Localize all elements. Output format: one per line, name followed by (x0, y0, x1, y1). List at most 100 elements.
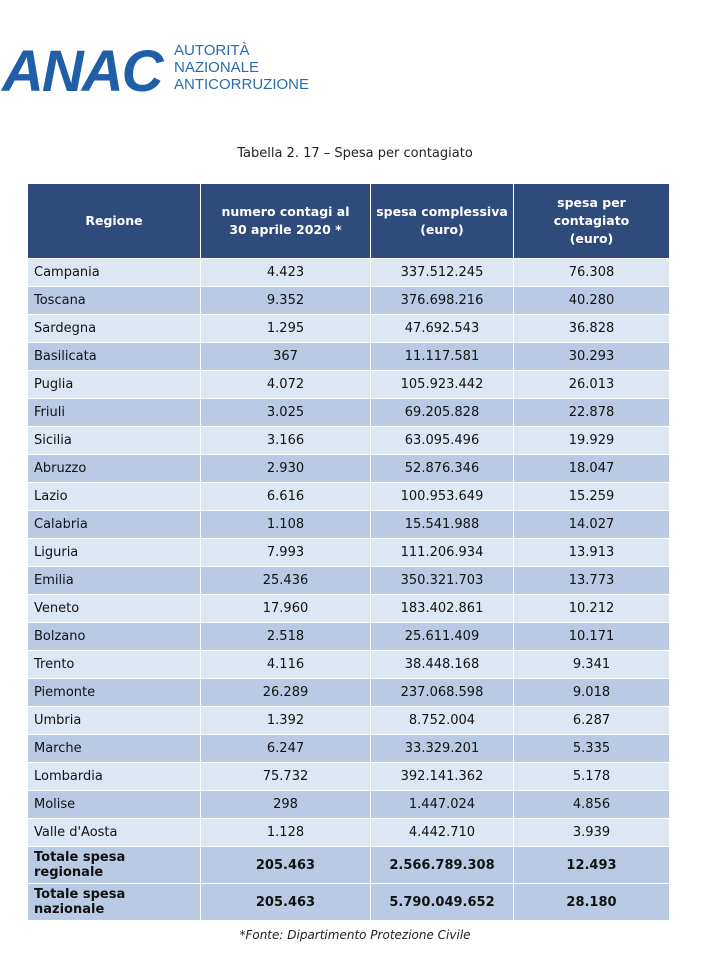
cell: Puglia (27, 370, 201, 399)
cell: Sardegna (27, 314, 201, 343)
cell: 1.128 (200, 818, 371, 847)
cell: 26.289 (200, 678, 371, 707)
cell: 4.423 (200, 258, 371, 287)
cell: 17.960 (200, 594, 371, 623)
cell: 337.512.245 (370, 258, 514, 287)
table-row: Campania 4.423 337.512.245 76.308 (27, 258, 670, 287)
caption: Tabella 2. 17 – Spesa per contagiato (237, 146, 473, 161)
table-row: Lombardia 75.732 392.141.362 5.178 (27, 762, 670, 791)
table-row: Puglia 4.072 105.923.442 26.013 (27, 370, 670, 399)
header-line: contagiato (553, 213, 630, 228)
cell: 9.352 (200, 286, 371, 315)
cell: 367 (200, 342, 371, 371)
table-row: Umbria 1.392 8.752.004 6.287 (27, 706, 670, 735)
cell: Marche (27, 734, 201, 763)
cell: 4.442.710 (370, 818, 514, 847)
cell: 13.913 (513, 538, 670, 567)
cell: 7.993 (200, 538, 371, 567)
table-row: Toscana 9.352 376.698.216 40.280 (27, 286, 670, 315)
table-row: Sardegna 1.295 47.692.543 36.828 (27, 314, 670, 343)
cell: 22.878 (513, 398, 670, 427)
cell: 33.329.201 (370, 734, 514, 763)
cell: 4.116 (200, 650, 371, 679)
header-line: (euro) (420, 222, 464, 237)
table-row: Calabria 1.108 15.541.988 14.027 (27, 510, 670, 539)
org-line: NAZIONALE (174, 59, 260, 76)
cell: 10.212 (513, 594, 670, 623)
logo: ANAC (2, 39, 164, 104)
table-row: Lazio 6.616 100.953.649 15.259 (27, 482, 670, 511)
cell: 1.295 (200, 314, 371, 343)
cell: 8.752.004 (370, 706, 514, 735)
cell: 15.541.988 (370, 510, 514, 539)
cell: 1.447.024 (370, 790, 514, 819)
cell: 5.178 (513, 762, 670, 791)
footnote: *Fonte: Dipartimento Protezione Civile (239, 928, 471, 942)
cell: Basilicata (27, 342, 201, 371)
cell: Abruzzo (27, 454, 201, 483)
cell: 47.692.543 (370, 314, 514, 343)
cell: 3.166 (200, 426, 371, 455)
cell: 13.773 (513, 566, 670, 595)
total-row: Totale spesa regionale 205.463 2.566.789.3… (27, 846, 670, 884)
cell: 12.493 (513, 846, 670, 884)
header-line: (euro) (569, 231, 614, 246)
cell: 18.047 (513, 454, 670, 483)
org-line: AUTORITÀ (174, 42, 250, 59)
cell: 63.095.496 (370, 426, 514, 455)
cell: 36.828 (513, 314, 670, 343)
header-row: Regione numero contagi al 30 aprile 2020 *… (27, 183, 670, 259)
cell: 30.293 (513, 342, 670, 371)
cell: 105.923.442 (370, 370, 514, 399)
column-header: numero contagi al 30 aprile 2020 * (200, 183, 371, 259)
table-row: Liguria 7.993 111.206.934 13.913 (27, 538, 670, 567)
header-line: Regione (85, 213, 143, 228)
cell: 392.141.362 (370, 762, 514, 791)
org-line: ANTICORRUZIONE (174, 76, 309, 93)
cell: 38.448.168 (370, 650, 514, 679)
cell: 11.117.581 (370, 342, 514, 371)
header-line: 30 aprile 2020 * (229, 222, 342, 237)
cell: Bolzano (27, 622, 201, 651)
cell: Umbria (27, 706, 201, 735)
cell: 4.072 (200, 370, 371, 399)
column-header: spesa per contagiato (euro) (513, 183, 670, 259)
cell: Calabria (27, 510, 201, 539)
cell: 205.463 (200, 846, 371, 884)
cell: 100.953.649 (370, 482, 514, 511)
cell: 237.068.598 (370, 678, 514, 707)
header-line: spesa complessiva (376, 204, 508, 219)
cell: 350.321.703 (370, 566, 514, 595)
cell: Trento (27, 650, 201, 679)
table-row: Emilia 25.436 350.321.703 13.773 (27, 566, 670, 595)
cell: 4.856 (513, 790, 670, 819)
cell: 205.463 (200, 883, 371, 921)
cell: Totale spesa regionale (27, 846, 201, 884)
cell: 52.876.346 (370, 454, 514, 483)
column-header: Regione (27, 183, 201, 259)
total-row: Totale spesa nazionale 205.463 5.790.049.6… (27, 883, 670, 921)
table-row: Molise 298 1.447.024 4.856 (27, 790, 670, 819)
cell: 26.013 (513, 370, 670, 399)
header-line: spesa per (557, 195, 626, 210)
cell: 5.335 (513, 734, 670, 763)
cell: 6.616 (200, 482, 371, 511)
cell: 2.518 (200, 622, 371, 651)
cell: 298 (200, 790, 371, 819)
header-line: numero contagi al (221, 204, 350, 219)
cell: 25.611.409 (370, 622, 514, 651)
table-row: Basilicata 367 11.117.581 30.293 (27, 342, 670, 371)
cell: 1.392 (200, 706, 371, 735)
cell: Friuli (27, 398, 201, 427)
table-row: Marche 6.247 33.329.201 5.335 (27, 734, 670, 763)
cell: 9.341 (513, 650, 670, 679)
table-body: Campania 4.423 337.512.245 76.308 Toscana 9.3… (27, 258, 670, 921)
cell: 376.698.216 (370, 286, 514, 315)
cell: Campania (27, 258, 201, 287)
cell: 2.930 (200, 454, 371, 483)
cell: 1.108 (200, 510, 371, 539)
cell: Piemonte (27, 678, 201, 707)
table-row: Bolzano 2.518 25.611.409 10.171 (27, 622, 670, 651)
cell: 19.929 (513, 426, 670, 455)
cell: 10.171 (513, 622, 670, 651)
